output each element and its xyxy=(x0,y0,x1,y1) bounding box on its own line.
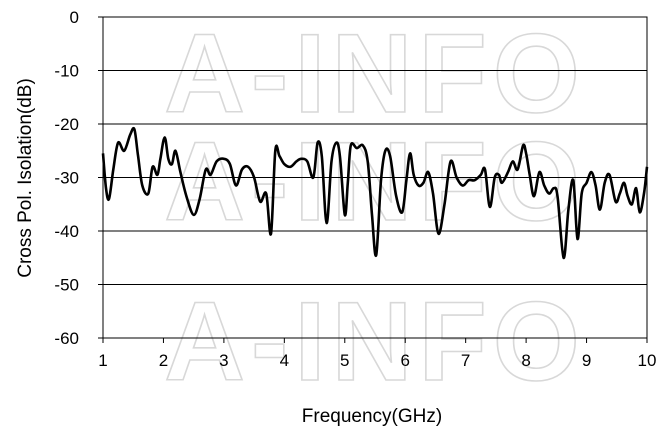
x-tick-label: 1 xyxy=(98,351,107,370)
x-tick-label: 2 xyxy=(159,351,168,370)
grid-lines xyxy=(103,70,647,285)
y-tick-label: -30 xyxy=(54,169,79,188)
y-tick-label: 0 xyxy=(70,8,79,27)
y-tick-label: -60 xyxy=(54,329,79,348)
x-tick-label: 5 xyxy=(340,351,349,370)
x-tick-label: 9 xyxy=(582,351,591,370)
x-tick-label: 6 xyxy=(400,351,409,370)
x-tick-label: 7 xyxy=(461,351,470,370)
watermark: A-INFO A-INFO A-INFO xyxy=(163,10,586,405)
x-tick-label: 3 xyxy=(219,351,228,370)
y-tick-label: -20 xyxy=(54,115,79,134)
series-group xyxy=(101,126,649,260)
y-tick-labels: 0 -10 -20 -30 -40 -50 -60 xyxy=(54,8,79,348)
plot-frame xyxy=(98,16,648,343)
y-axis-title: Cross Pol. Isolation(dB) xyxy=(15,78,36,278)
watermark-text-2: A-INFO xyxy=(164,119,586,244)
y-tick-label: -40 xyxy=(54,222,79,241)
x-tick-label: 8 xyxy=(521,351,530,370)
series-line xyxy=(101,126,649,260)
x-tick-label: 10 xyxy=(638,351,657,370)
watermark-text-1: A-INFO xyxy=(164,11,586,136)
watermark-text-3: A-INFO xyxy=(164,279,586,404)
x-tick-labels: 1 2 3 4 5 6 7 8 9 10 xyxy=(98,351,656,370)
x-axis-title: Frequency(GHz) xyxy=(302,406,442,427)
y-tick-label: -50 xyxy=(54,276,79,295)
y-tick-label: -10 xyxy=(54,62,79,81)
x-tick-label: 4 xyxy=(280,351,289,370)
